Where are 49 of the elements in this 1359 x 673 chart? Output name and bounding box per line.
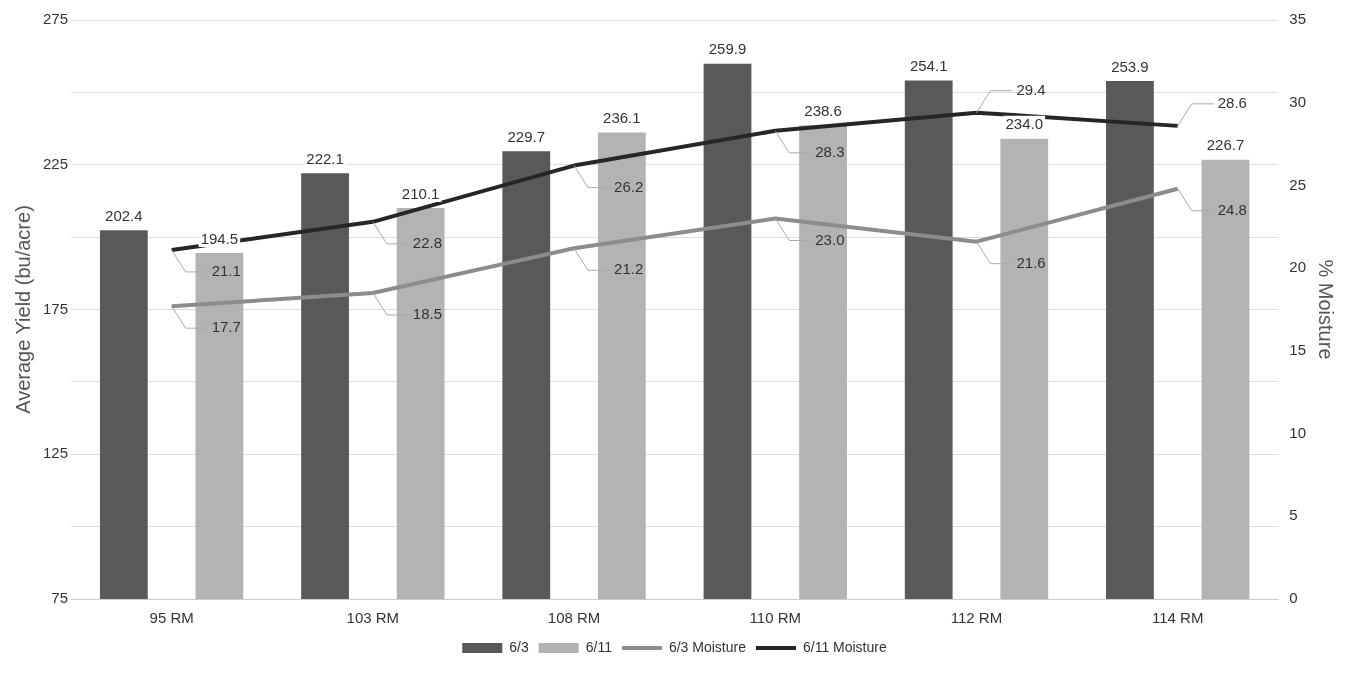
x-tick-label: 108 RM [547,609,601,627]
data-label: 236.1 [603,109,641,127]
data-label: 202.4 [105,206,143,224]
data-label: 18.5 [412,305,443,323]
data-label: 254.1 [909,57,948,75]
x-tick-label: 95 RM [149,609,194,627]
data-label: 17.7 [211,318,241,336]
data-label: 28.3 [815,142,845,160]
y-tick-label: 125 [43,444,69,462]
data-label: 253.9 [1111,57,1149,75]
data-label: 229.7 [507,127,546,145]
x-tick-label: 114 RM [1152,609,1204,627]
data-label: 21.1 [211,262,241,280]
y2-tick-label: 10 [1289,423,1306,441]
data-label: 259.9 [708,40,747,58]
y2-tick-label: 25 [1289,175,1306,193]
y2-tick-label: 15 [1289,341,1306,358]
y2-tick-label: 20 [1289,258,1306,276]
data-label: 238.6 [804,102,842,120]
legend-label: 6/3 Moisture [668,638,747,655]
y-axis-title: Average Yield (bu/acre) [11,205,34,414]
y-tick-label: 75 [51,589,69,607]
legend-label: 6/11 Moisture [802,638,887,655]
y2-tick-label: 35 [1289,10,1306,28]
data-label: 28.6 [1217,94,1247,112]
data-label: 23.0 [815,230,845,248]
data-label: 21.6 [1016,253,1046,271]
data-label: 21.2 [614,260,644,278]
data-label: 210.1 [401,184,440,202]
data-label: 24.8 [1217,200,1247,218]
x-tick-label: 110 RM [749,609,801,627]
data-label: 29.4 [1016,80,1046,98]
y-tick-label: 175 [43,299,69,317]
data-label: 234.0 [1005,115,1044,133]
x-tick-label: 112 RM [950,609,1003,627]
data-label: 226.7 [1206,136,1245,154]
x-tick-label: 103 RM [346,609,400,627]
legend-label: 6/3 [509,638,529,655]
data-label: 194.5 [200,229,239,247]
y2-tick-label: 0 [1289,589,1298,607]
y2-tick-label: 5 [1289,506,1298,524]
data-label: 22.8 [412,233,443,251]
y-tick-label: 225 [43,154,69,172]
y2-axis-title: % Moisture [1315,259,1338,360]
data-label: 222.1 [306,149,344,167]
legend-label: 6/11 [585,638,613,655]
y-tick-label: 275 [43,10,69,28]
y2-tick-label: 30 [1289,92,1306,110]
data-label: 26.2 [614,177,644,195]
